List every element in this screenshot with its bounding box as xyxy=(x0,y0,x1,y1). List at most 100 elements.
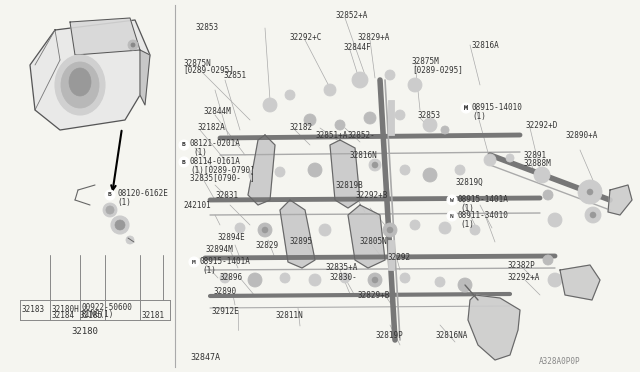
Circle shape xyxy=(111,216,129,234)
Text: 32891: 32891 xyxy=(524,151,547,160)
Circle shape xyxy=(400,165,410,175)
Text: 08911-34010: 08911-34010 xyxy=(458,212,509,221)
Text: 32890+A: 32890+A xyxy=(565,131,597,140)
Ellipse shape xyxy=(69,68,91,96)
Circle shape xyxy=(220,273,230,283)
Text: 32830-: 32830- xyxy=(330,273,358,282)
Text: 08915-14010: 08915-14010 xyxy=(472,103,523,112)
Polygon shape xyxy=(70,18,140,55)
Bar xyxy=(388,100,394,135)
Text: 08120-6162E: 08120-6162E xyxy=(117,189,168,199)
Text: 08121-0201A: 08121-0201A xyxy=(190,140,241,148)
Text: 32851+A: 32851+A xyxy=(315,131,348,141)
Text: 32816N: 32816N xyxy=(350,151,378,160)
Circle shape xyxy=(590,212,596,218)
Text: (1): (1) xyxy=(202,266,216,275)
Text: 32847A: 32847A xyxy=(190,353,220,362)
Text: 32182A: 32182A xyxy=(198,124,226,132)
Circle shape xyxy=(534,167,550,183)
Text: A328A0P0P: A328A0P0P xyxy=(538,357,580,366)
Polygon shape xyxy=(140,50,150,105)
Text: 32852+A: 32852+A xyxy=(335,10,367,19)
Circle shape xyxy=(340,163,350,173)
Ellipse shape xyxy=(61,62,99,108)
Circle shape xyxy=(105,190,115,200)
Text: 32844M: 32844M xyxy=(204,108,232,116)
Circle shape xyxy=(506,154,514,162)
Text: M: M xyxy=(192,260,196,264)
Text: 32811N: 32811N xyxy=(275,311,303,320)
Text: (1): (1) xyxy=(460,219,474,228)
Circle shape xyxy=(484,154,496,166)
Text: 32292+C: 32292+C xyxy=(290,33,323,42)
Circle shape xyxy=(179,140,189,150)
Text: [0289-0295]: [0289-0295] xyxy=(412,65,463,74)
Circle shape xyxy=(131,43,135,47)
Circle shape xyxy=(309,274,321,286)
Circle shape xyxy=(126,236,134,244)
Circle shape xyxy=(543,190,553,200)
Text: 32382P: 32382P xyxy=(508,260,536,269)
Circle shape xyxy=(235,223,245,233)
Circle shape xyxy=(383,223,397,237)
Circle shape xyxy=(548,213,562,227)
Text: (1): (1) xyxy=(117,199,131,208)
Circle shape xyxy=(106,206,114,214)
Text: 32835[0790-  ]: 32835[0790- ] xyxy=(190,173,255,183)
Text: 32292+D: 32292+D xyxy=(526,121,558,129)
Circle shape xyxy=(189,257,199,267)
Text: 32853: 32853 xyxy=(418,110,441,119)
Circle shape xyxy=(304,114,316,126)
Polygon shape xyxy=(280,200,315,268)
Circle shape xyxy=(340,273,350,283)
Circle shape xyxy=(548,273,562,287)
Circle shape xyxy=(587,189,593,195)
Text: 32852-: 32852- xyxy=(348,131,376,141)
Text: 32181: 32181 xyxy=(142,311,165,321)
Text: 32896: 32896 xyxy=(220,273,243,282)
Text: 32844F: 32844F xyxy=(344,44,372,52)
Circle shape xyxy=(435,277,445,287)
Text: 32184: 32184 xyxy=(52,311,75,321)
Circle shape xyxy=(372,277,378,283)
Circle shape xyxy=(387,227,393,233)
Circle shape xyxy=(458,278,472,292)
Polygon shape xyxy=(560,265,600,300)
Text: 32180: 32180 xyxy=(72,327,99,337)
Circle shape xyxy=(423,168,437,182)
Text: 32819P: 32819P xyxy=(375,330,403,340)
Text: W: W xyxy=(450,198,454,202)
Text: 32292: 32292 xyxy=(388,253,411,263)
Circle shape xyxy=(364,112,376,124)
Circle shape xyxy=(258,223,272,237)
Circle shape xyxy=(280,273,290,283)
Text: 32829: 32829 xyxy=(255,241,278,250)
Text: 08915-1401A: 08915-1401A xyxy=(200,257,251,266)
Circle shape xyxy=(543,255,553,265)
Circle shape xyxy=(400,273,410,283)
Text: 32912E: 32912E xyxy=(212,308,240,317)
Text: 32292+A: 32292+A xyxy=(508,273,540,282)
Text: 32829+B: 32829+B xyxy=(358,291,390,299)
Circle shape xyxy=(249,169,261,181)
Text: 08915-1401A: 08915-1401A xyxy=(458,196,509,205)
Circle shape xyxy=(455,165,465,175)
Circle shape xyxy=(369,159,381,171)
Circle shape xyxy=(408,78,422,92)
Circle shape xyxy=(385,70,395,80)
Polygon shape xyxy=(468,295,520,360)
Text: M: M xyxy=(464,105,468,111)
Text: 32816A: 32816A xyxy=(472,41,500,49)
Circle shape xyxy=(423,118,437,132)
Circle shape xyxy=(395,110,405,120)
Text: 32875N: 32875N xyxy=(183,58,211,67)
Text: 32894M: 32894M xyxy=(205,246,233,254)
Text: M: M xyxy=(464,106,468,110)
Text: B: B xyxy=(182,160,186,164)
Text: 32180H: 32180H xyxy=(52,305,80,314)
Circle shape xyxy=(263,98,277,112)
Text: (1)[0289-0790]: (1)[0289-0790] xyxy=(190,166,255,174)
Text: 32183: 32183 xyxy=(21,305,44,314)
Text: 32292+B: 32292+B xyxy=(356,192,388,201)
Circle shape xyxy=(319,224,331,236)
